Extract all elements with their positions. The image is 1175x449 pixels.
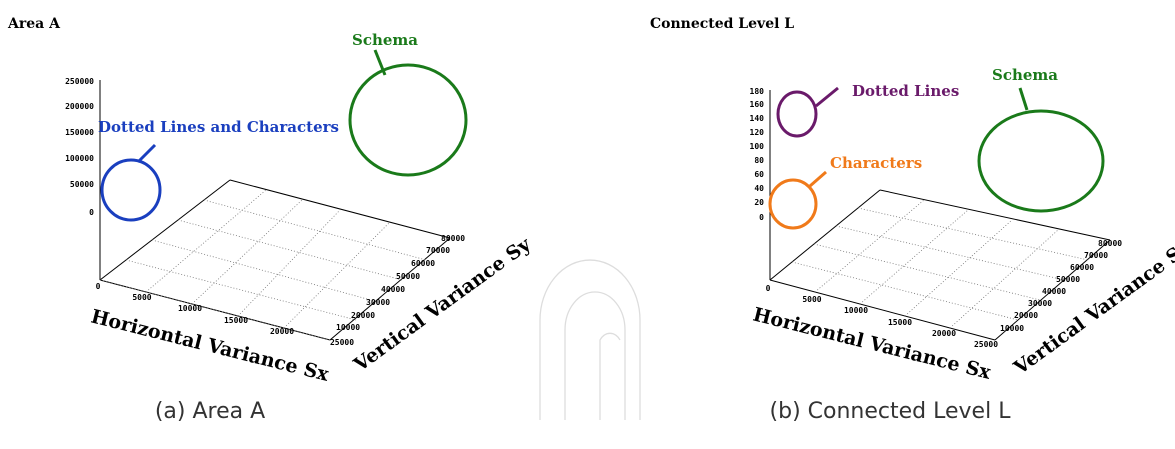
tick-label: 0 bbox=[89, 208, 94, 217]
chart-title: Area A bbox=[7, 16, 61, 32]
tick-label: 70000 bbox=[1084, 251, 1108, 260]
cluster-ellipse bbox=[100, 158, 162, 222]
tick-label: 40000 bbox=[381, 285, 405, 294]
chart-title: Connected Level L bbox=[650, 16, 794, 32]
annotation-label: Characters bbox=[830, 154, 922, 172]
panel-a: Area A 250000 200000 150000 100000 bbox=[7, 16, 536, 424]
tick-label: 100 bbox=[750, 142, 765, 151]
tick-label: 40000 bbox=[1042, 287, 1066, 296]
plot-frame bbox=[769, 90, 1111, 341]
y-ticks: 10000 20000 30000 40000 50000 60000 7000… bbox=[1000, 239, 1122, 333]
tick-label: 60000 bbox=[411, 259, 435, 268]
tick-label: 50000 bbox=[396, 272, 420, 281]
tick-label: 120 bbox=[750, 128, 765, 137]
tick-label: 160 bbox=[750, 100, 765, 109]
tick-label: 20000 bbox=[1014, 311, 1038, 320]
tick-label: 180 bbox=[750, 87, 765, 96]
cluster-dotted-characters: Dotted Lines and Characters bbox=[98, 118, 339, 222]
tick-label: 80000 bbox=[1098, 239, 1122, 248]
tick-label: 20 bbox=[754, 198, 764, 207]
tick-label: 80000 bbox=[441, 234, 465, 243]
tick-label: 15000 bbox=[224, 316, 248, 325]
tick-label: 150000 bbox=[65, 128, 94, 137]
cluster-ellipse bbox=[776, 90, 818, 138]
cluster-ellipse bbox=[977, 109, 1105, 213]
tick-label: 5000 bbox=[802, 295, 821, 304]
x-ticks: 0 5000 10000 15000 20000 25000 bbox=[96, 282, 355, 347]
tick-label: 140 bbox=[750, 114, 765, 123]
tick-label: 80 bbox=[754, 156, 764, 165]
x-axis-label: Horizontal Variance Sx bbox=[751, 304, 994, 385]
tick-label: 200000 bbox=[65, 102, 94, 111]
tick-label: 0 bbox=[766, 284, 771, 293]
tick-label: 30000 bbox=[366, 298, 390, 307]
x-ticks: 0 5000 10000 15000 20000 25000 bbox=[766, 284, 999, 349]
y-ticks: 10000 20000 30000 40000 50000 60000 7000… bbox=[336, 234, 465, 332]
tick-label: 10000 bbox=[844, 306, 868, 315]
tick-label: 20000 bbox=[932, 329, 956, 338]
tick-label: 25000 bbox=[330, 338, 354, 347]
cluster-schema: Schema bbox=[977, 66, 1105, 213]
annotation-label: Schema bbox=[992, 66, 1058, 84]
tick-label: 70000 bbox=[426, 246, 450, 255]
caption: (b) Connected Level L bbox=[770, 399, 1012, 424]
tick-label: 30000 bbox=[1028, 299, 1052, 308]
tick-label: 10000 bbox=[178, 304, 202, 313]
annotation-label: Dotted Lines and Characters bbox=[98, 118, 339, 136]
tick-label: 40 bbox=[754, 184, 764, 193]
cluster-schema: Schema bbox=[348, 31, 468, 177]
tick-label: 20000 bbox=[270, 327, 294, 336]
tick-label: 0 bbox=[759, 213, 764, 222]
x-axis-label: Horizontal Variance Sx bbox=[89, 306, 332, 387]
watermark-logo bbox=[539, 259, 641, 420]
tick-label: 60 bbox=[754, 170, 764, 179]
z-ticks: 180 160 140 120 100 80 60 40 20 0 bbox=[750, 87, 765, 222]
cluster-ellipse bbox=[768, 178, 818, 230]
grid-lines bbox=[791, 199, 1089, 329]
cluster-dotted-lines: Dotted Lines bbox=[776, 82, 959, 138]
tick-label: 100000 bbox=[65, 154, 94, 163]
panel-b: Connected Level L 180 160 140 120 100 80 bbox=[650, 16, 1175, 424]
cluster-ellipse bbox=[348, 63, 468, 177]
z-ticks: 250000 200000 150000 100000 50000 0 bbox=[65, 77, 94, 217]
cluster-characters: Characters bbox=[768, 154, 922, 230]
tick-label: 20000 bbox=[351, 311, 375, 320]
caption: (a) Area A bbox=[155, 399, 265, 424]
tick-label: 25000 bbox=[974, 340, 998, 349]
tick-label: 5000 bbox=[132, 293, 151, 302]
tick-label: 60000 bbox=[1070, 263, 1094, 272]
grid-lines bbox=[99, 189, 427, 341]
tick-label: 15000 bbox=[888, 318, 912, 327]
tick-label: 0 bbox=[96, 282, 101, 291]
tick-label: 50000 bbox=[70, 180, 94, 189]
tick-label: 250000 bbox=[65, 77, 94, 86]
tick-label: 10000 bbox=[336, 323, 360, 332]
annotation-label: Schema bbox=[352, 31, 418, 49]
tick-label: 50000 bbox=[1056, 275, 1080, 284]
tick-label: 10000 bbox=[1000, 324, 1024, 333]
annotation-label: Dotted Lines bbox=[852, 82, 959, 100]
